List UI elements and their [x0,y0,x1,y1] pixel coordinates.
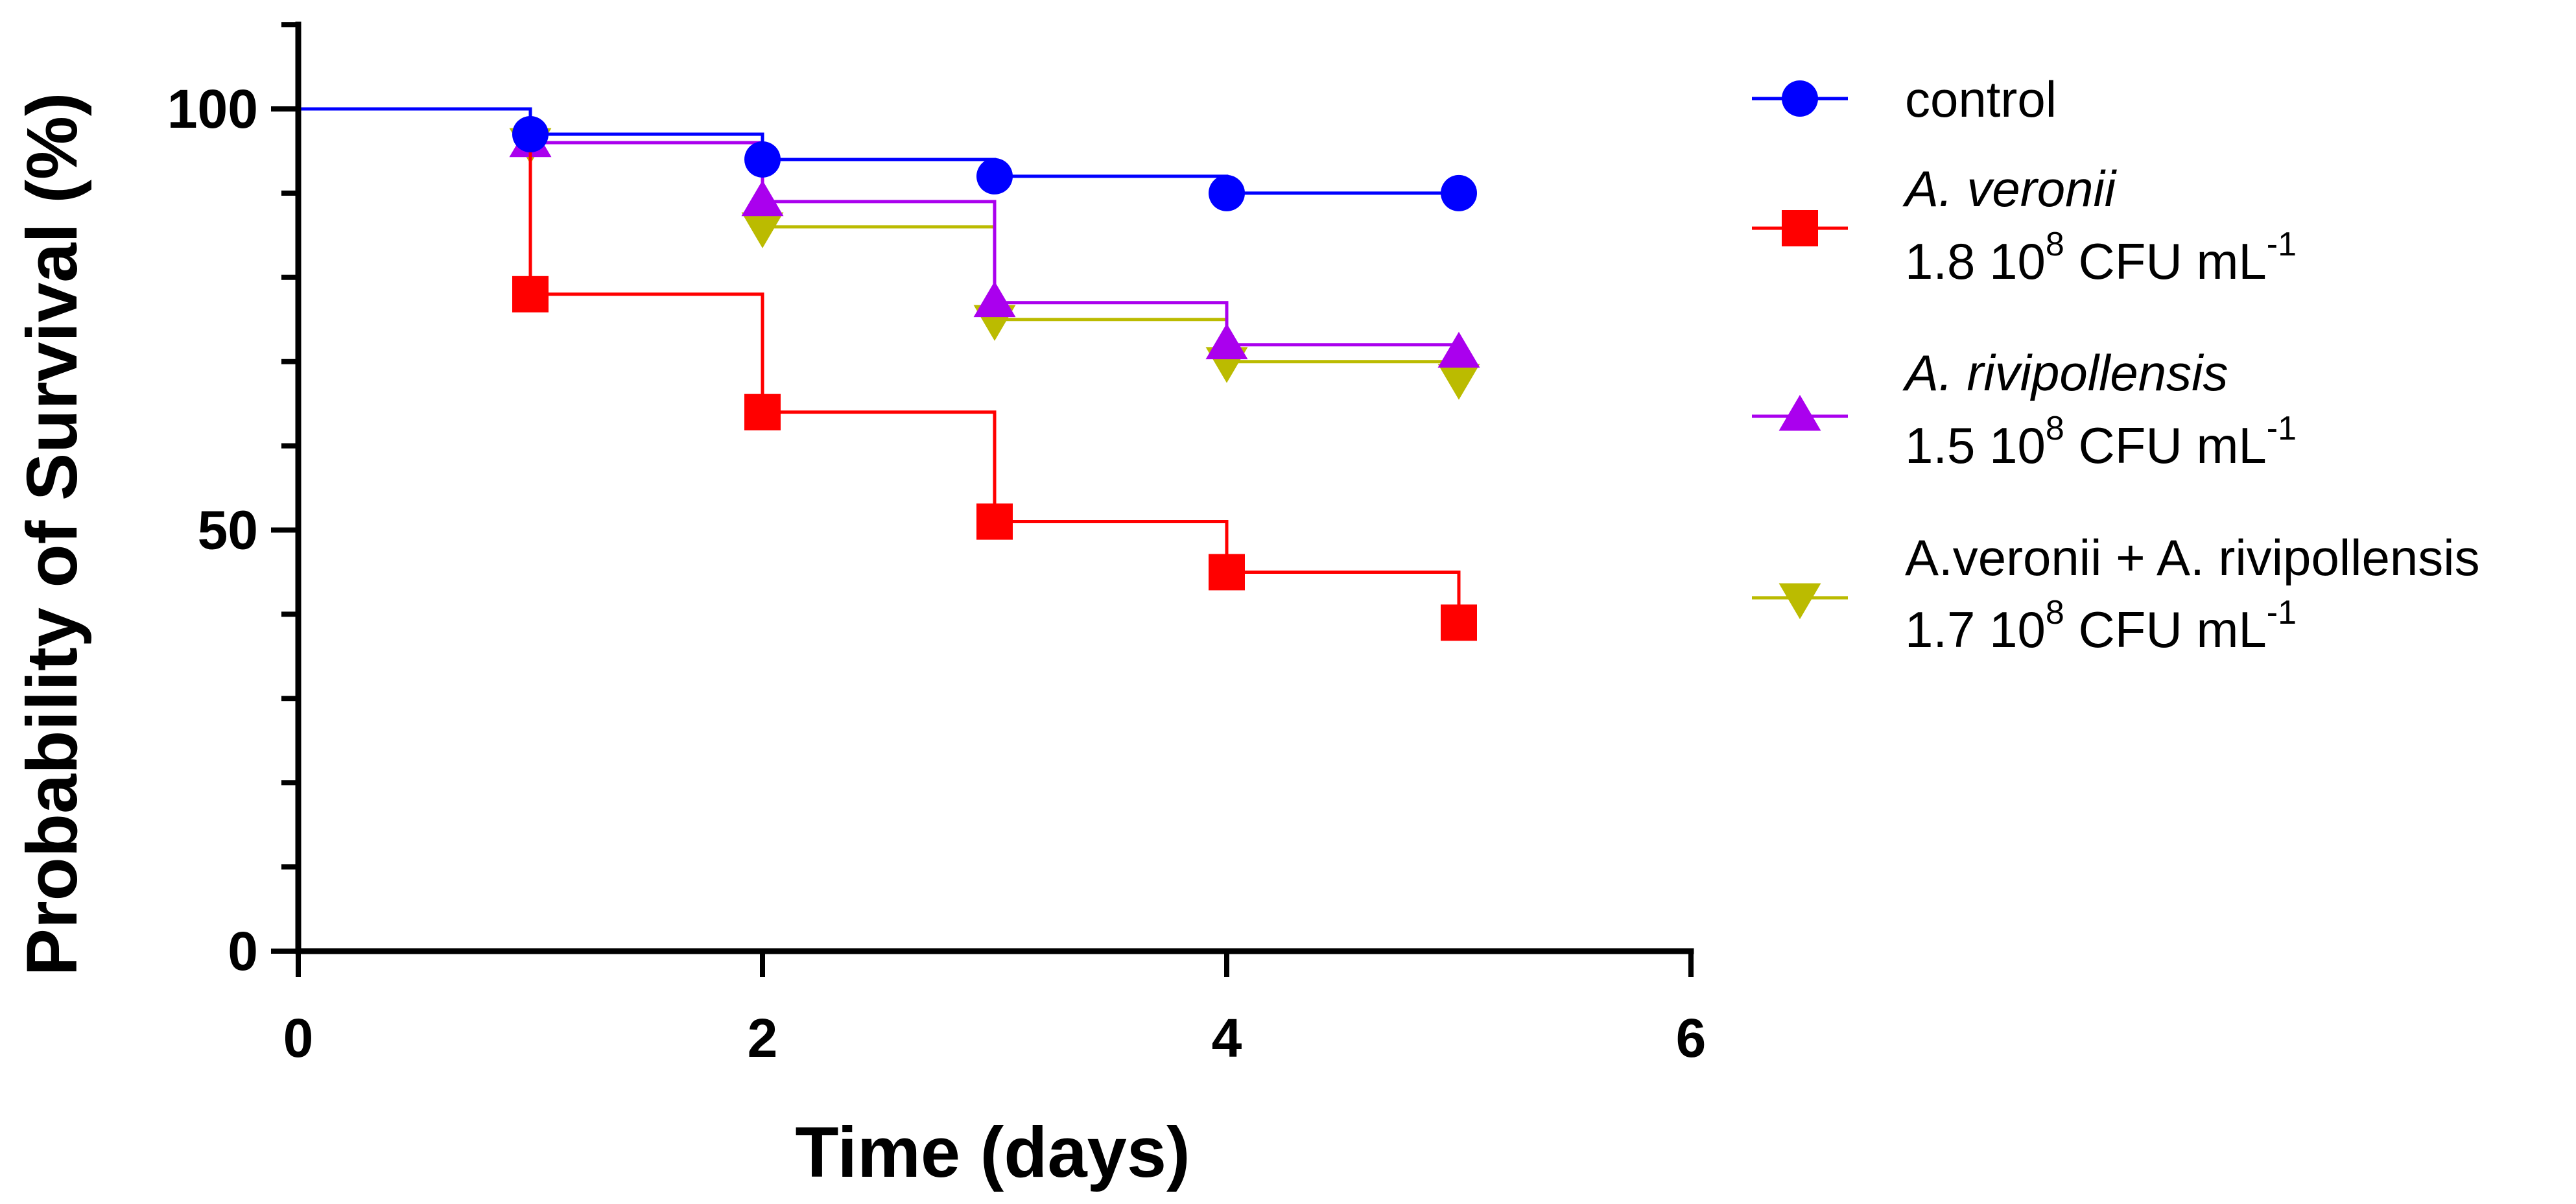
series-line [298,107,1461,623]
x-tick-label: 6 [1676,1008,1707,1068]
legend: control A. veronii 1.8 108 CFU mL-1 A. rivi… [1752,71,2480,658]
series-0 [298,107,1477,211]
data-point [1205,323,1248,360]
y-tick-label: 100 [167,78,258,139]
data-point [744,141,781,178]
data-point [976,503,1013,540]
series-line [298,107,1459,195]
data-point [1437,331,1480,368]
data-point [512,276,549,313]
series-2 [298,107,1480,368]
legend-item: control [1752,71,2057,128]
legend-concentration: 1.7 108 CFU mL-1 [1905,594,2297,658]
data-point [1437,364,1480,400]
y-tick-label: 0 [228,921,258,982]
series-3 [298,107,1480,400]
data-point [741,180,784,217]
data-point [1441,604,1477,641]
data-point [744,394,781,431]
legend-marker [1778,395,1821,431]
data-point [1441,174,1477,211]
plot-area [298,107,1480,641]
axes: 0 50 100 0 2 4 6 [167,21,1707,1068]
legend-item: A. veronii 1.8 108 CFU mL-1 [1752,160,2297,290]
legend-label: A. veronii [1902,160,2118,217]
legend-label: A.veronii + A. rivipollensis [1905,529,2480,586]
data-point [1209,554,1245,591]
legend-marker [1782,80,1818,117]
data-point [976,158,1013,195]
legend-label: control [1905,71,2057,128]
legend-concentration: 1.5 108 CFU mL-1 [1905,410,2297,474]
data-point [973,281,1016,318]
x-tick-label: 0 [283,1008,314,1068]
y-axis-title: Probability of Survival (%) [12,92,92,976]
y-ticks: 0 50 100 [167,22,298,982]
series-line [298,107,1461,353]
x-ticks: 0 2 4 6 [283,951,1707,1068]
data-point [512,115,549,152]
legend-item: A. rivipollensis 1.5 108 CFU mL-1 [1752,344,2297,474]
series-line [298,107,1461,379]
legend-marker [1782,210,1818,246]
data-point [1209,174,1245,211]
legend-item: A.veronii + A. rivipollensis 1.7 108 CFU … [1752,529,2480,658]
data-point [741,212,784,248]
legend-marker [1778,583,1821,619]
legend-label: A. rivipollensis [1902,344,2228,401]
x-tick-label: 2 [748,1008,778,1068]
legend-concentration: 1.8 108 CFU mL-1 [1905,226,2297,290]
y-tick-label: 50 [198,500,258,561]
x-axis-title: Time (days) [795,1113,1190,1192]
x-tick-label: 4 [1212,1008,1242,1068]
series-1 [298,107,1477,641]
